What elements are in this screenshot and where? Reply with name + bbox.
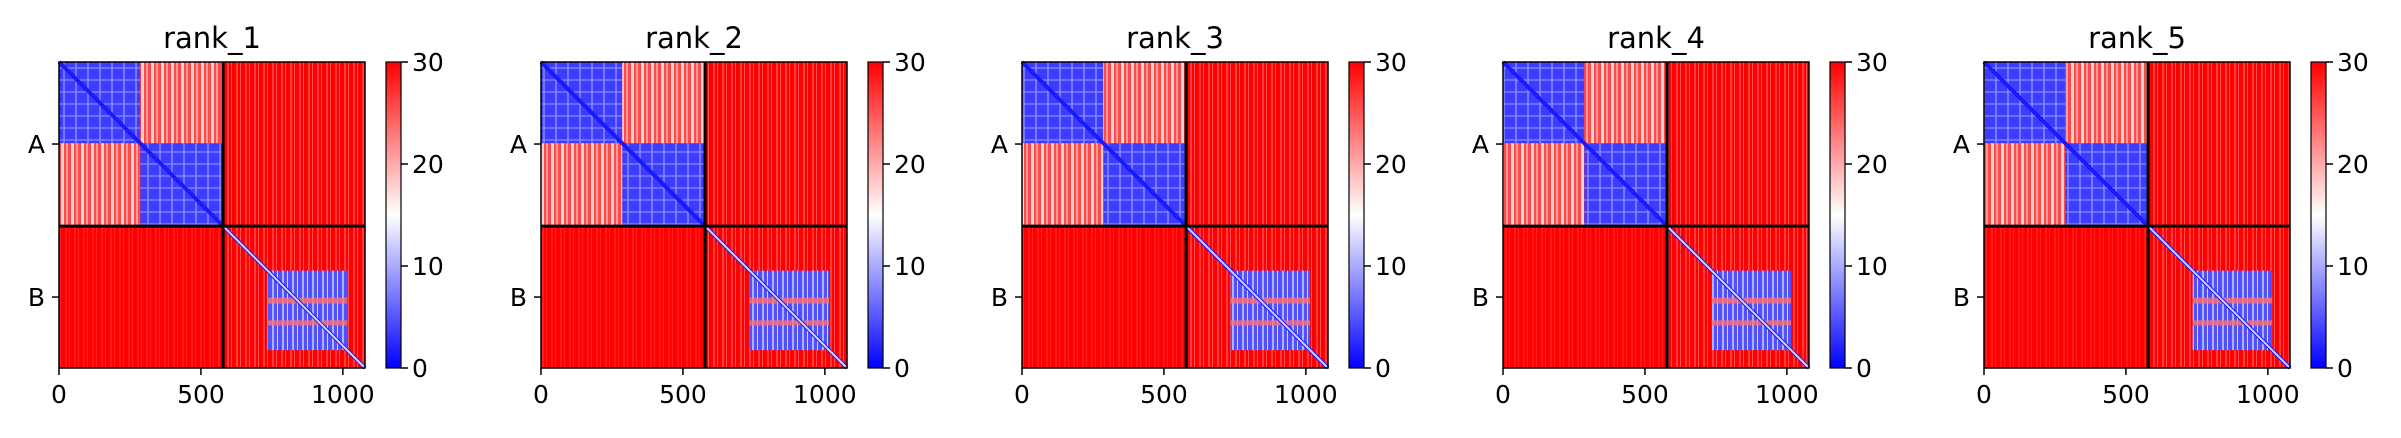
x-tick-label: 500 [1140,380,1188,409]
x-tick-label: 500 [2102,380,2150,409]
domain-a-offdiag-lower [1984,143,2066,227]
lower-left-block [541,226,706,368]
domain-b-stripe [1711,320,1792,326]
y-tick-label: B [1953,283,1970,312]
lower-left-block [1503,226,1668,368]
domain-a-offdiag-upper [140,62,224,144]
colorbar-tick-label: 10 [1856,252,1888,281]
heatmap-frame [1502,61,1810,369]
y-tick-label: B [1472,283,1489,312]
panel-title: rank_1 [163,21,261,55]
colorbar-tick-label: 0 [2337,354,2353,383]
colorbar-tick-label: 30 [412,48,444,77]
domain-b-stripe [749,297,830,304]
colorbar-tick-label: 20 [894,150,926,179]
heatmap-frame [1021,61,1329,369]
y-tick-label: B [991,283,1008,312]
heatmap-diagonal-highlight [704,225,848,369]
x-tick-label: 0 [1014,380,1030,409]
panel-title: rank_2 [645,21,743,55]
heatmap-frame [58,61,366,369]
x-tick-label: 0 [1976,380,1992,409]
y-tick-label: B [510,283,527,312]
colorbar-tick-label: 0 [1856,354,1872,383]
domain-a-offdiag-upper [2065,62,2149,144]
heatmap-diagonal-highlight [222,225,366,369]
x-tick-label: 1000 [793,380,857,409]
x-tick-label: 1000 [311,380,375,409]
colorbar-tick-label: 20 [1856,150,1888,179]
x-tick-label: 0 [1495,380,1511,409]
heatmap-panel: rank_2 A B 0 500 1000 0 10 20 30 [510,21,926,409]
panel-title: rank_4 [1607,21,1705,55]
colorbar-tick-label: 10 [894,252,926,281]
domain-b-stripe [2192,297,2273,304]
colorbar-tick-label: 20 [2337,150,2369,179]
colorbar [867,61,884,369]
x-tick-label: 1000 [1274,380,1338,409]
x-tick-label: 500 [659,380,707,409]
domain-a-offdiag-upper [622,62,706,144]
lower-left-block [1984,226,2149,368]
heatmap-diagonal-highlight [1666,225,1810,369]
x-tick-label: 1000 [2236,380,2300,409]
colorbar [1348,61,1365,369]
lower-left-block [1022,226,1187,368]
domain-a-offdiag-lower [1022,143,1104,227]
colorbar-tick-label: 30 [1856,48,1888,77]
domain-a-offdiag-lower [541,143,623,227]
domain-a-offdiag-lower [59,143,141,227]
y-tick-label: B [28,283,45,312]
heatmap-panel: rank_1 A B 0 500 1000 0 10 20 30 [28,21,444,409]
domain-b-stripe [1230,320,1311,326]
colorbar-tick-label: 30 [1375,48,1407,77]
heatmap-panel: rank_5 A B 0 500 1000 0 10 20 30 [1953,21,2369,409]
x-tick-label: 1000 [1755,380,1819,409]
domain-b-stripe [1230,297,1311,304]
heatmap-frame [540,61,848,369]
x-tick-label: 0 [533,380,549,409]
heatmap-frame [1983,61,2291,369]
colorbar [385,61,402,369]
y-tick-label: A [1472,130,1489,159]
colorbar-tick-label: 10 [2337,252,2369,281]
colorbar-tick-label: 30 [2337,48,2369,77]
y-tick-label: A [991,130,1008,159]
colorbar-tick-label: 10 [1375,252,1407,281]
colorbar-tick-label: 0 [1375,354,1391,383]
colorbar-tick-label: 10 [412,252,444,281]
colorbar-tick-label: 0 [894,354,910,383]
domain-b-stripe [749,320,830,326]
y-tick-label: A [28,130,45,159]
panel-title: rank_3 [1126,21,1224,55]
x-tick-label: 500 [1621,380,1669,409]
colorbar [2310,61,2327,369]
domain-a-offdiag-lower [1503,143,1585,227]
colorbar [1829,61,1846,369]
heatmap-panel: rank_3 A B 0 500 1000 0 10 20 30 [991,21,1407,409]
domain-b-stripe [1711,297,1792,304]
domain-b-stripe [2192,320,2273,326]
colorbar-tick-label: 0 [412,354,428,383]
colorbar-tick-label: 20 [412,150,444,179]
domain-a-offdiag-upper [1584,62,1668,144]
domain-b-stripe [267,320,348,326]
heatmap-diagonal-highlight [2147,225,2291,369]
y-tick-label: A [1953,130,1970,159]
colorbar-tick-label: 20 [1375,150,1407,179]
lower-left-block [59,226,224,368]
heatmap-diagonal-highlight [1185,225,1329,369]
x-tick-label: 0 [51,380,67,409]
y-tick-label: A [510,130,527,159]
x-tick-label: 500 [177,380,225,409]
colorbar-tick-label: 30 [894,48,926,77]
domain-a-offdiag-upper [1103,62,1187,144]
domain-b-stripe [267,297,348,304]
heatmap-panel: rank_4 A B 0 500 1000 0 10 20 30 [1472,21,1888,409]
panel-title: rank_5 [2088,21,2186,55]
